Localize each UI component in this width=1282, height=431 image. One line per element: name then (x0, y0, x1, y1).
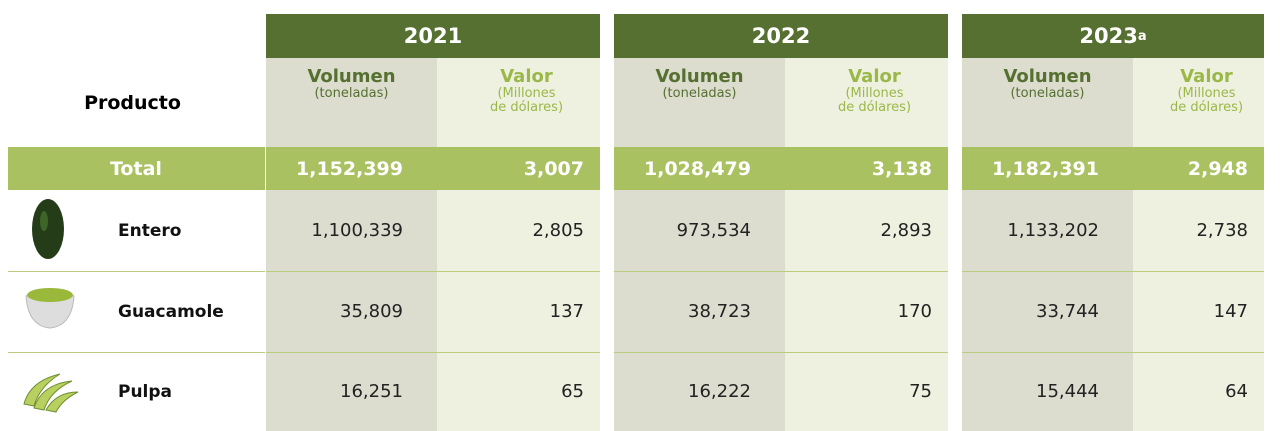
value-header: Valor (Millones de dólares) (437, 58, 600, 140)
cell: 1,133,202 (1007, 220, 1099, 241)
row-separator (614, 352, 948, 353)
volume-header: Volumen (toneladas) (614, 58, 785, 140)
cell: 3,007 (523, 157, 584, 180)
cell: 137 (549, 301, 584, 322)
value-unit: de dólares) (1169, 99, 1244, 115)
volume-header: Volumen (toneladas) (962, 58, 1133, 140)
volume-unit: (toneladas) (1010, 85, 1085, 101)
cell: 16,222 (688, 381, 751, 402)
volume-unit: (toneladas) (314, 85, 389, 101)
cell: 16,251 (340, 381, 403, 402)
value-header: Valor (Millones de dólares) (1133, 58, 1264, 140)
row-separator (266, 271, 600, 272)
total-bar (614, 147, 948, 190)
value-header: Valor (Millones de dólares) (785, 58, 948, 140)
cell: 35,809 (340, 301, 403, 322)
cell: 3,138 (871, 157, 932, 180)
volume-unit: (toneladas) (662, 85, 737, 101)
cell: 1,100,339 (311, 220, 403, 241)
row-separator (266, 352, 600, 353)
year: 2023 (1079, 24, 1138, 48)
cell: 170 (897, 301, 932, 322)
cell: 15,444 (1036, 381, 1099, 402)
year: 2021 (403, 24, 463, 48)
cell: 1,182,391 (992, 157, 1099, 180)
year-header: 2022 (614, 14, 948, 58)
note: a (1137, 28, 1147, 44)
cell: 1,028,479 (644, 157, 751, 180)
cell: 2,805 (532, 220, 584, 241)
cell: 64 (1225, 381, 1248, 402)
cell: 2,893 (880, 220, 932, 241)
year-header: 2021 (266, 14, 600, 58)
value-title: Valor (1180, 66, 1233, 87)
row-label: Entero (118, 220, 182, 241)
value-unit: de dólares) (489, 99, 564, 115)
row-label: Total (110, 147, 162, 190)
value-unit: (Millones (845, 85, 904, 101)
cell: 75 (909, 381, 932, 402)
value-unit: (Millones (1177, 85, 1236, 101)
row-label: Guacamole (118, 301, 224, 322)
year: 2022 (751, 24, 811, 48)
cell: 65 (561, 381, 584, 402)
volume-header: Volumen (toneladas) (266, 58, 437, 140)
cell: 2,738 (1196, 220, 1248, 241)
value-title: Valor (500, 66, 553, 87)
cell: 33,744 (1036, 301, 1099, 322)
volume-title: Volumen (307, 66, 396, 87)
value-title: Valor (848, 66, 901, 87)
row-separator (614, 271, 948, 272)
volume-title: Volumen (655, 66, 744, 87)
cell: 973,534 (676, 220, 751, 241)
cell: 1,152,399 (296, 157, 403, 180)
total-bar (962, 147, 1264, 190)
row-separator (8, 352, 265, 353)
row-separator (962, 271, 1264, 272)
product-icons (23, 199, 79, 413)
value-unit: (Millones (497, 85, 556, 101)
value-unit: de dólares) (837, 99, 912, 115)
row-label: Pulpa (118, 381, 173, 402)
year-header: 2023 a (962, 14, 1264, 58)
cell: 2,948 (1187, 157, 1248, 180)
cell: 147 (1213, 301, 1248, 322)
row-separator (962, 352, 1264, 353)
row-separator (8, 271, 265, 272)
volume-title: Volumen (1003, 66, 1092, 87)
cell: 38,723 (688, 301, 751, 322)
total-bar (266, 147, 600, 190)
product-header: Producto (84, 92, 181, 114)
